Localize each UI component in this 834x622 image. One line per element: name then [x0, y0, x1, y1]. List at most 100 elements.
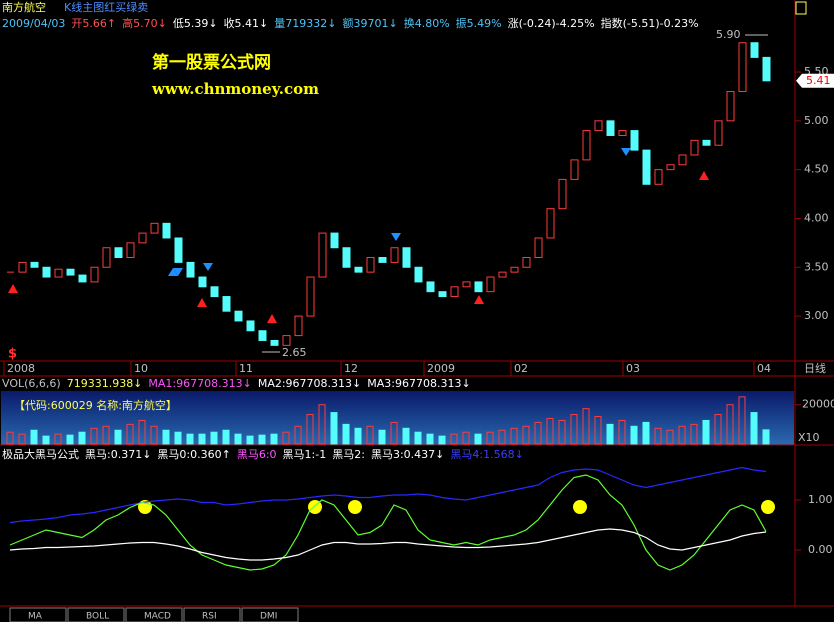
candle [174, 237, 183, 263]
volume-bar [738, 396, 746, 445]
volume-bar [702, 419, 710, 445]
quote-field: 2009/04/03 [2, 17, 65, 30]
date-label: 11 [239, 362, 253, 375]
volume-bar [54, 433, 62, 445]
period: 日线 [804, 361, 826, 375]
candle [150, 222, 159, 234]
candle [462, 281, 471, 288]
volume-bar [654, 427, 662, 445]
volume-bar [390, 421, 398, 445]
date-label: 2008 [7, 362, 35, 375]
volume-bar [78, 431, 86, 445]
candle [102, 247, 111, 268]
candle [534, 237, 543, 259]
candle [258, 330, 267, 341]
candle [486, 276, 495, 293]
quote-field: 开5.66↑ [71, 17, 116, 30]
volume-bar [162, 429, 170, 445]
candle [138, 232, 147, 244]
volume-field: MA3:967708.313↓ [367, 377, 470, 390]
candle [714, 120, 723, 146]
volume-bar [258, 434, 266, 445]
date-label: 02 [514, 362, 528, 375]
quote-field: 额39701↓ [343, 17, 398, 30]
volume-bar [66, 434, 74, 445]
lock-icon[interactable] [795, 1, 807, 15]
last-price: 5.41 [806, 74, 831, 87]
volume-bar [174, 431, 182, 445]
indicator-field: 黑马4:1.568↓ [450, 448, 523, 461]
volume-bar [666, 429, 674, 445]
candle [330, 232, 339, 249]
volume-bar [306, 414, 314, 445]
candle [378, 257, 387, 263]
volume-bar [474, 433, 482, 445]
candle [234, 310, 243, 322]
volume-bar [558, 419, 566, 445]
volume-bar [342, 423, 350, 445]
y-tick-label: 3.00 [804, 309, 829, 322]
y-tick-label: 1.00 [808, 493, 833, 506]
volume-bar [42, 435, 50, 445]
volume-bar [90, 427, 98, 445]
candle [354, 266, 363, 273]
volume-field: MA2:967708.313↓ [258, 377, 361, 390]
candle [114, 247, 123, 259]
candle [558, 178, 567, 210]
volume-bar [222, 429, 230, 445]
candle [570, 159, 579, 180]
candle [642, 149, 651, 185]
signal-marker: $ [8, 347, 17, 362]
volume-bar [30, 429, 38, 445]
volume-bar [150, 425, 158, 445]
watermark-url: www.chnmoney.com [151, 80, 319, 98]
volume-bar [462, 431, 470, 445]
candle [246, 320, 255, 332]
candle [474, 281, 483, 293]
volume-bar [450, 433, 458, 445]
tab[interactable] [67, 607, 125, 622]
volume-bar [186, 433, 194, 445]
volume-bar [510, 427, 518, 445]
tab[interactable] [125, 607, 183, 622]
candle [306, 276, 315, 317]
candle [426, 281, 435, 293]
tab[interactable] [241, 607, 299, 622]
candle [762, 56, 771, 82]
y-tick-label: 3.50 [804, 260, 829, 273]
volume-bar [270, 433, 278, 445]
candle [18, 261, 27, 273]
indicator-line [9, 528, 767, 561]
indicator-field: 黑马:0.371↓ [85, 448, 151, 461]
volume-bar [366, 425, 374, 445]
indicator-field: 黑马3:0.437↓ [371, 448, 444, 461]
candle [42, 266, 51, 278]
indicator-field: 黑马6:0 [237, 448, 277, 461]
volume-bar [198, 433, 206, 445]
volume-bar [714, 414, 722, 445]
volume-field: MA1:967708.313↓ [148, 377, 251, 390]
volume-bar [762, 429, 770, 445]
quote-field: 指数(-5.51)-0.23% [601, 16, 699, 30]
high-label: 5.90 [716, 28, 741, 41]
stock-name: 南方航空 [2, 0, 46, 14]
quote-field: 换4.80% [404, 16, 450, 30]
volume-bar [426, 433, 434, 445]
tab-bar: MA BOLL MACD RSI DMI [9, 607, 299, 622]
quote-field: 涨(-0.24)-4.25% [508, 17, 595, 30]
candle [294, 315, 303, 337]
volume-bar [318, 404, 326, 445]
signal-faces [138, 500, 775, 514]
candle [30, 261, 39, 268]
volume-bar [294, 425, 302, 445]
tab[interactable] [183, 607, 241, 622]
candle [618, 130, 627, 136]
candle [750, 42, 759, 58]
tab[interactable] [9, 607, 67, 622]
tab-label: BOLL [86, 612, 109, 622]
candle [90, 266, 99, 283]
volume-field: 719331.938↓ [67, 377, 143, 390]
